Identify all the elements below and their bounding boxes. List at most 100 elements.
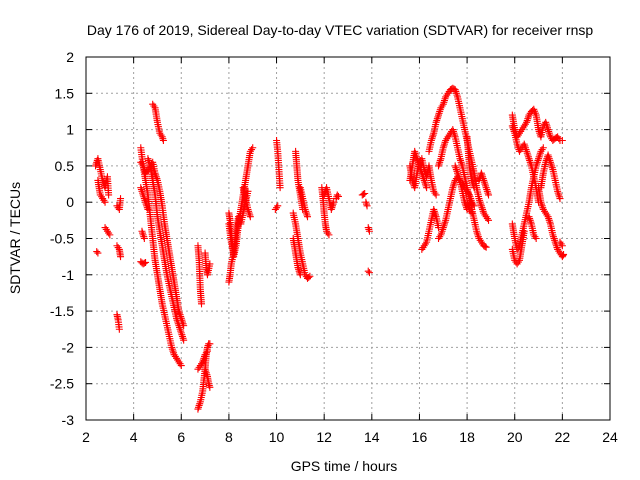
data-point <box>476 196 484 204</box>
x-tick-label: 6 <box>177 429 185 445</box>
data-point <box>168 345 176 353</box>
x-tick-label: 10 <box>269 429 285 445</box>
data-point <box>458 160 466 168</box>
data-point <box>433 117 441 125</box>
y-axis-label: SDTVAR / TECUs <box>7 182 23 294</box>
y-tick-label: -2 <box>62 339 75 355</box>
y-tick-label: -1 <box>62 267 75 283</box>
data-point <box>558 136 566 144</box>
data-point <box>205 382 213 390</box>
data-point <box>482 184 490 192</box>
chart-title: Day 176 of 2019, Sidereal Day-to-day VTE… <box>87 22 593 38</box>
data-point <box>555 191 563 199</box>
data-point <box>365 225 373 233</box>
data-point <box>194 405 202 413</box>
data-point <box>206 260 214 268</box>
data-point <box>473 229 481 237</box>
data-point <box>550 235 558 242</box>
data-point <box>359 190 367 198</box>
data-point <box>306 272 314 280</box>
data-point <box>140 235 148 242</box>
x-tick-label: 20 <box>507 429 523 445</box>
data-point <box>196 400 204 408</box>
data-point <box>523 147 531 155</box>
data-point <box>457 158 465 166</box>
data-point <box>195 403 203 411</box>
data-point <box>483 187 491 195</box>
data-point <box>555 193 563 201</box>
data-point <box>365 269 373 277</box>
axes: 2 4 6 8 10 12 14 16 18 20 22 24-3-2.5-2-1.5-1-0.500… <box>50 49 618 445</box>
data-point <box>560 250 568 258</box>
data-point <box>178 333 186 341</box>
data-point <box>526 156 534 164</box>
data-point <box>115 325 123 333</box>
data-point <box>138 227 146 235</box>
x-tick-label: 8 <box>225 429 233 445</box>
x-tick-label: 4 <box>130 429 138 445</box>
data-point <box>230 249 238 257</box>
data-point <box>546 218 554 226</box>
data-point <box>117 253 125 261</box>
data-point <box>554 189 562 197</box>
data-point <box>545 127 553 135</box>
data-point <box>276 184 284 192</box>
data-point <box>361 189 369 197</box>
data-point <box>150 102 158 110</box>
data-point <box>526 158 534 166</box>
data-point <box>244 187 252 195</box>
data-point <box>177 362 185 370</box>
data-point <box>485 216 493 224</box>
data-point <box>534 156 542 164</box>
data-point <box>433 115 441 123</box>
data-point <box>434 113 442 121</box>
data-point <box>363 202 371 210</box>
data-point <box>365 227 373 235</box>
y-tick-label: 0.5 <box>55 158 75 174</box>
data-point <box>470 202 478 210</box>
data-point <box>195 401 203 409</box>
data-point <box>325 231 333 239</box>
data-point <box>105 191 113 199</box>
data-point <box>481 180 489 188</box>
data-point <box>140 233 148 241</box>
data-point <box>140 259 148 267</box>
data-point <box>435 109 443 117</box>
data-point <box>476 198 484 206</box>
data-point <box>429 131 437 139</box>
data-point <box>178 331 186 339</box>
x-tick-label: 12 <box>316 429 332 445</box>
data-point <box>362 200 370 208</box>
x-tick-label: 18 <box>459 429 475 445</box>
data-point <box>362 198 370 206</box>
data-point <box>101 198 109 206</box>
data-point <box>302 209 310 217</box>
data-point <box>533 158 541 166</box>
data-point <box>484 189 492 197</box>
data-point <box>520 227 528 235</box>
y-tick-label: -1.5 <box>50 303 74 319</box>
data-point <box>117 195 125 203</box>
y-tick-label: -0.5 <box>50 231 74 247</box>
data-point <box>179 334 187 342</box>
data-point <box>248 146 256 154</box>
data-point <box>477 200 485 208</box>
data-point <box>180 322 188 330</box>
data-point <box>535 155 543 163</box>
data-point <box>468 209 476 217</box>
data-point <box>556 195 564 203</box>
data-point <box>440 142 448 150</box>
data-point <box>206 340 214 348</box>
data-points <box>92 84 568 413</box>
data-point <box>423 184 431 192</box>
data-point <box>470 184 478 192</box>
data-point <box>544 126 552 134</box>
y-tick-label: 2 <box>66 49 74 65</box>
x-tick-label: 2 <box>82 429 90 445</box>
data-point <box>477 202 485 210</box>
data-point <box>295 265 303 273</box>
data-point <box>206 383 214 391</box>
data-point <box>94 249 102 257</box>
data-point <box>334 192 342 200</box>
